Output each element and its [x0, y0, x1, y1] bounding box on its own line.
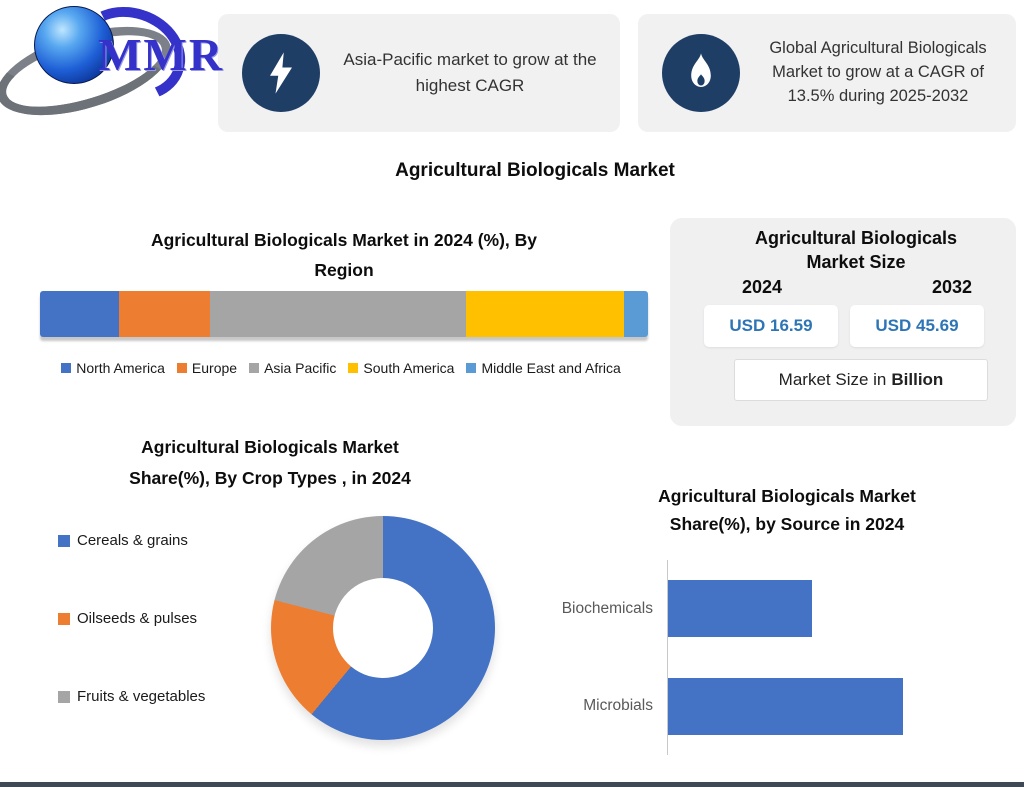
source-bar — [668, 580, 812, 638]
flame-icon — [662, 34, 740, 112]
source-bar — [668, 677, 903, 735]
legend-label: South America — [363, 360, 455, 376]
region-legend-item: North America — [61, 360, 165, 376]
title-line: Region — [314, 259, 374, 280]
market-size-title: Agricultural Biologicals Market Size — [670, 226, 1016, 275]
crop-donut — [271, 516, 495, 740]
market-size-2032-value: USD 45.69 — [850, 304, 984, 347]
source-plot: Biochemicals Microbials — [525, 560, 990, 755]
title-line: Agricultural Biologicals Market — [141, 437, 399, 457]
region-segment — [623, 291, 648, 337]
source-category-label: Biochemicals — [561, 599, 653, 617]
legend-swatch — [348, 363, 359, 373]
legend-swatch — [58, 612, 70, 625]
legend-label: Cereals & grains — [77, 532, 188, 549]
title-line: Agricultural Biologicals Market in 2024 … — [150, 230, 538, 250]
note-prefix: Market Size in — [778, 369, 887, 389]
region-segment — [210, 291, 466, 337]
region-legend: North America Europe Asia Pacific South Ame… — [16, 360, 666, 376]
legend-label: Middle East and Africa — [481, 360, 621, 376]
region-legend-item: Middle East and Africa — [466, 360, 621, 376]
callout-text: Global Agricultural Biologicals Market t… — [769, 39, 987, 105]
legend-label: Asia Pacific — [264, 360, 337, 376]
year-2032-label: 2032 — [931, 276, 972, 297]
legend-swatch — [249, 363, 260, 373]
legend-swatch — [58, 690, 70, 703]
crop-legend-item: Cereals & grains — [58, 532, 205, 549]
region-chart-title: Agricultural Biologicals Market in 2024 … — [109, 226, 579, 286]
crop-chart-title: Agricultural Biologicals Market Share(%)… — [45, 432, 495, 493]
title-line: Market Size — [806, 252, 906, 273]
market-size-2024-value: USD 16.59 — [704, 304, 838, 347]
source-chart-title: Agricultural Biologicals Market Share(%)… — [572, 482, 1002, 538]
page-title: Agricultural Biologicals Market — [395, 160, 675, 181]
legend-label: Oilseeds & pulses — [77, 610, 198, 627]
title-line: Agricultural Biologicals — [754, 228, 958, 248]
logo-text: MMR — [98, 29, 225, 80]
note-unit: Billion — [891, 369, 944, 389]
legend-label: Fruits & vegetables — [77, 688, 206, 705]
source-bar-row — [668, 677, 990, 735]
years-row: 2024 2032 — [670, 275, 1016, 298]
region-segment — [119, 291, 211, 337]
region-legend-item: Asia Pacific — [249, 360, 336, 376]
region-stacked-bar — [40, 291, 648, 337]
legend-swatch — [58, 534, 70, 547]
callout-asia-pacific: Asia-Pacific market to grow at the highe… — [218, 14, 620, 132]
title-line: Share(%), By Crop Types , in 2024 — [129, 467, 411, 488]
footer-bar — [0, 782, 1024, 787]
title-line: Agricultural Biologicals Market — [658, 486, 916, 506]
legend-swatch — [466, 363, 477, 373]
source-bars — [667, 560, 990, 755]
region-segment — [465, 291, 624, 337]
market-size-panel: Agricultural Biologicals Market Size 202… — [670, 218, 1016, 426]
source-category-label: Microbials — [583, 697, 653, 715]
callout-text: Asia-Pacific market to grow at the highe… — [343, 49, 597, 95]
values-row: USD 16.59 USD 45.69 — [704, 304, 984, 347]
legend-label: Europe — [191, 360, 238, 376]
source-bar-row — [668, 580, 990, 638]
globe-icon — [34, 6, 114, 84]
region-legend-item: Europe — [176, 360, 238, 376]
region-segment — [40, 291, 120, 337]
year-2024-label: 2024 — [742, 276, 783, 297]
legend-swatch — [176, 363, 187, 373]
legend-swatch — [61, 363, 72, 373]
title-line: Share(%), by Source in 2024 — [669, 514, 905, 534]
flame-glyph — [691, 53, 711, 87]
legend-label: North America — [76, 360, 165, 376]
mmr-logo: MMR — [0, 0, 225, 133]
crop-legend: Cereals & grains Oilseeds & pulses Fruits … — [58, 532, 205, 705]
lightning-glyph — [270, 52, 292, 94]
crop-legend-item: Oilseeds & pulses — [58, 610, 205, 627]
lightning-icon — [242, 34, 320, 112]
market-size-unit-note: Market Size in Billion — [734, 358, 988, 401]
crop-legend-item: Fruits & vegetables — [58, 688, 205, 705]
callout-global-cagr: Global Agricultural Biologicals Market t… — [638, 14, 1016, 132]
region-legend-item: South America — [348, 360, 454, 376]
source-axis-labels: Biochemicals Microbials — [525, 560, 667, 755]
